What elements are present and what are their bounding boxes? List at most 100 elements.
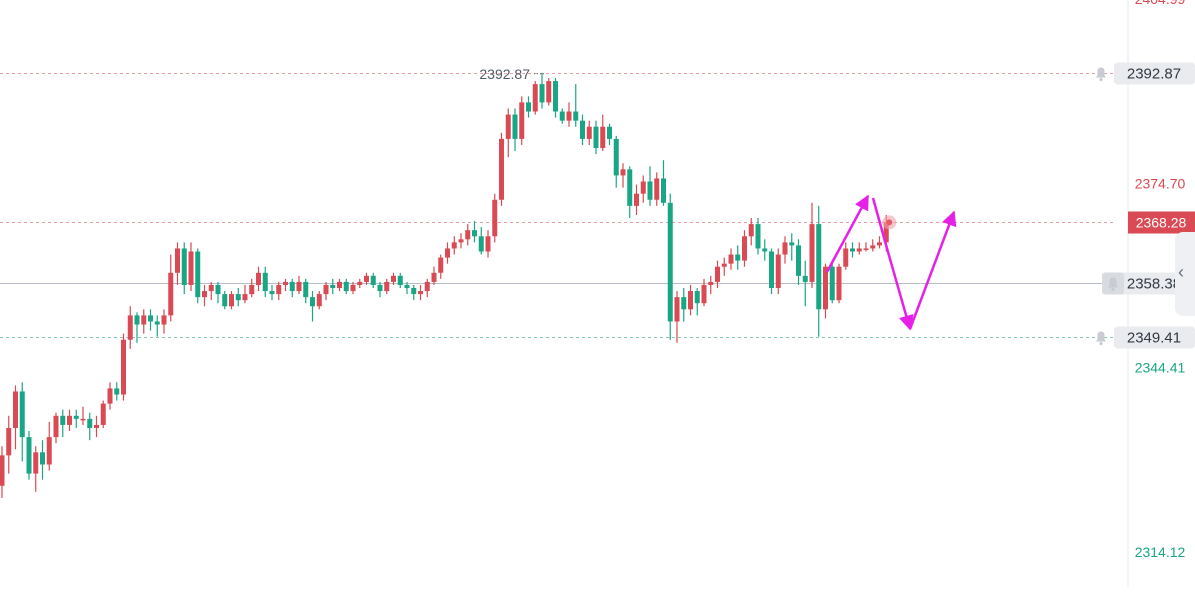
candle-body [674, 297, 680, 322]
candle-body [364, 275, 369, 282]
y-axis: 2404.99 2374.70 2344.41 2314.12 2392.87 2368.… [1096, 0, 1195, 587]
candle-body [343, 281, 349, 292]
candle-body [694, 291, 700, 304]
candle-body [323, 284, 329, 295]
candle-body [667, 202, 673, 322]
candle-body [526, 102, 531, 112]
candle-body [384, 281, 390, 292]
candle-body [80, 418, 86, 421]
candle-body [276, 284, 282, 295]
markers-layer: 2392.87 [479, 66, 897, 230]
candle-body [715, 266, 720, 282]
candle-body [134, 315, 140, 325]
price-line-label: 2392.87 [1127, 66, 1181, 83]
candle-body [73, 415, 79, 419]
candle-body [222, 294, 228, 307]
candle-body [148, 315, 153, 322]
last-price-dot [886, 219, 893, 226]
candle-body [505, 114, 511, 139]
candle-body [94, 424, 99, 428]
candle-body [100, 403, 106, 425]
candle-body [188, 251, 194, 285]
candle-body [107, 388, 113, 404]
candle-body [478, 236, 484, 252]
candle-body [202, 291, 207, 298]
y-axis-tick-label: 2404.99 [1135, 0, 1186, 7]
candle-body [573, 111, 579, 121]
candle-body [303, 281, 309, 298]
candle-body [33, 452, 39, 474]
candle-body [175, 248, 180, 273]
candle-body [141, 315, 147, 325]
candle-body [350, 284, 356, 292]
candle-body [431, 272, 437, 282]
candle-body [836, 266, 842, 301]
candle-body [870, 245, 876, 249]
candle-body [728, 254, 734, 264]
bell-icon-clapper [1111, 287, 1115, 292]
drawing-arrows-layer [825, 194, 957, 331]
candle-body [121, 339, 126, 395]
candle-body [391, 275, 396, 282]
candle-body [262, 272, 268, 292]
collapse-panel-button[interactable]: ‹ [1175, 232, 1195, 316]
candle-body [782, 242, 788, 255]
trend-arrow [908, 210, 957, 330]
candle-body [114, 388, 120, 395]
candle-body [235, 294, 241, 301]
trend-arrow [825, 194, 870, 273]
price-line-tag [1114, 272, 1195, 295]
candle-body [850, 248, 855, 252]
candle-body [330, 284, 336, 289]
candle-body [883, 222, 889, 243]
candle-body [769, 251, 774, 289]
candle-body [229, 294, 234, 307]
candle-body [458, 239, 464, 243]
candle-body [242, 294, 248, 301]
candle-body [580, 120, 585, 139]
candle-body [600, 126, 606, 149]
candle-body [566, 111, 572, 121]
candle-body [67, 415, 72, 425]
candle-body [87, 418, 93, 428]
candle-body [627, 169, 633, 206]
candle-body [701, 284, 707, 304]
candle-body [53, 415, 59, 438]
candle-body [620, 169, 626, 176]
y-axis-tick-label: 2344.41 [1135, 360, 1186, 376]
candle-body [634, 193, 639, 206]
candle-body [181, 248, 187, 285]
candle-body [512, 114, 518, 139]
candle-body [654, 178, 660, 200]
candle-body [451, 242, 457, 249]
candle-body [445, 248, 450, 258]
trend-arrow [886, 251, 914, 331]
candle-body [546, 81, 552, 103]
candle-body [283, 281, 288, 285]
candle-body [755, 224, 761, 249]
candle-body [40, 452, 45, 465]
candle-body [539, 84, 545, 103]
candle-body [789, 242, 795, 246]
candle-body [46, 437, 52, 465]
bell-icon-clapper [1099, 77, 1103, 82]
candle-body [316, 294, 322, 307]
candle-body [681, 297, 687, 310]
candle-body [377, 284, 383, 292]
candles-layer [0, 72, 889, 498]
candle-body [411, 288, 417, 295]
price-lines-layer [0, 73, 1115, 338]
candle-body [438, 257, 444, 273]
candle-body [208, 284, 214, 292]
current-price-tag [1128, 211, 1195, 234]
candle-body [195, 251, 201, 298]
candle-body [748, 224, 754, 237]
candle-body [742, 236, 747, 261]
candle-body [877, 242, 882, 246]
candle-body [289, 281, 295, 292]
y-axis-tick-label: 2374.70 [1135, 175, 1186, 191]
candle-body [418, 291, 423, 295]
bell-icon [1096, 331, 1106, 342]
